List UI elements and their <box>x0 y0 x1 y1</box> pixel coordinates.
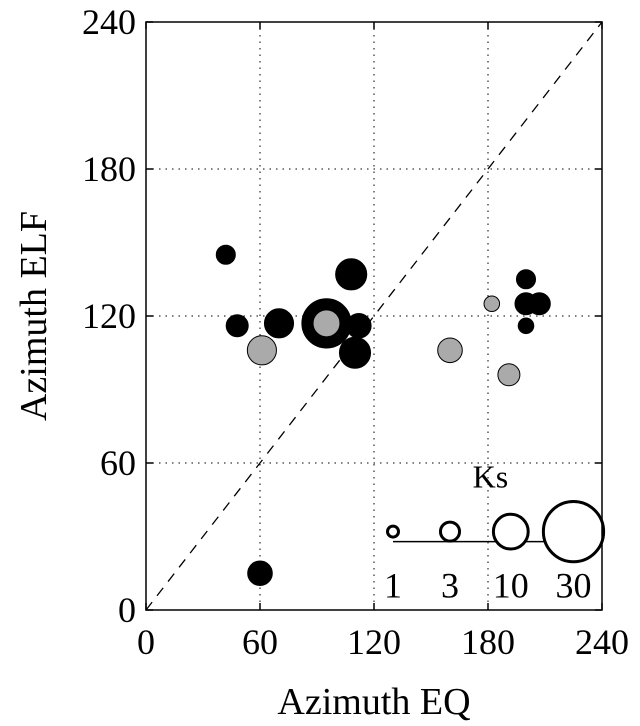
x-axis-label: Azimuth EQ <box>277 681 470 723</box>
size-legend-title: Ks <box>473 459 509 495</box>
black-data-point <box>346 313 372 339</box>
size-legend-label: 3 <box>441 566 459 606</box>
size-legend: Ks 1 3 10 30 <box>384 459 606 606</box>
black-data-point <box>517 317 535 335</box>
x-tick-label: 240 <box>575 622 629 662</box>
axis-ticks: 00 60 60 120 120 180 180 240 240 <box>82 2 629 662</box>
gray-data-point <box>497 363 521 387</box>
size-legend-circle <box>491 512 530 551</box>
black-data-point <box>247 560 273 587</box>
grid-lines <box>146 22 602 610</box>
y-tick-label: 180 <box>82 149 136 189</box>
black-data-point <box>515 269 537 290</box>
y-tick-label: 0 <box>118 590 136 630</box>
size-legend-circle <box>541 499 606 564</box>
black-data-point <box>527 292 551 316</box>
y-tick-label: 240 <box>82 2 136 42</box>
gray-data-point <box>246 335 277 366</box>
gray-data-point <box>483 295 501 313</box>
black-data-point <box>338 336 372 369</box>
gray-data-point <box>312 309 341 338</box>
x-tick-label: 0 <box>137 622 155 662</box>
x-tick-label: 120 <box>347 622 401 662</box>
black-data-point <box>215 244 236 265</box>
black-data-point <box>335 258 368 291</box>
x-tick-label: 60 <box>242 622 278 662</box>
y-tick-label: 120 <box>82 296 136 336</box>
size-legend-label: 1 <box>384 566 402 606</box>
y-axis-label: Azimuth ELF <box>13 211 55 421</box>
size-legend-circle <box>438 520 462 543</box>
size-legend-label: 30 <box>556 566 592 606</box>
gray-data-point <box>437 337 463 364</box>
size-legend-label: 10 <box>493 566 529 606</box>
size-legend-circle <box>386 524 400 539</box>
black-data-point <box>263 308 295 339</box>
black-data-point <box>225 314 249 338</box>
data-points <box>215 244 551 587</box>
x-tick-label: 180 <box>461 622 515 662</box>
y-tick-label: 60 <box>100 443 136 483</box>
reference-diagonal-line <box>145 21 603 611</box>
